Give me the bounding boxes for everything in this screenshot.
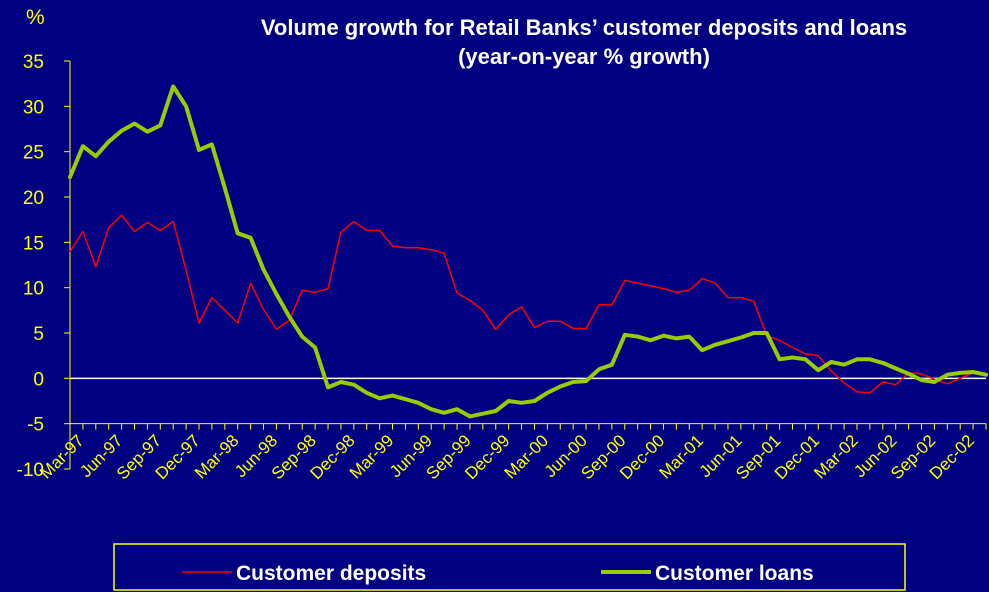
legend-box (113, 543, 906, 591)
chart-subtitle: (year-on-year % growth) (458, 44, 710, 69)
series-line-customer-loans (68, 84, 988, 419)
y-unit-label: % (26, 6, 45, 29)
x-axis-minor-ticks (69, 423, 987, 430)
y-tick-label: 15 (23, 233, 44, 254)
y-tick-label: 30 (23, 97, 44, 118)
y-axis-ticks: 35 30 25 20 15 10 5 0 -5 -10 (17, 52, 70, 481)
y-tick-label: 25 (23, 143, 44, 164)
legend-label-customer-loans: Customer loans (655, 562, 814, 585)
y-tick-label: 20 (23, 188, 44, 209)
series-layer (68, 84, 988, 419)
series-line-customer-deposits (69, 214, 987, 394)
chart-title: Volume growth for Retail Banks’ customer… (261, 15, 907, 40)
y-tick-label: 10 (23, 279, 44, 300)
y-tick-label: -10 (17, 460, 44, 481)
y-tick-label: 5 (33, 324, 44, 345)
legend-label-customer-deposits: Customer deposits (236, 562, 426, 585)
y-tick-label: 35 (23, 52, 44, 73)
y-tick-label: -5 (27, 415, 44, 436)
y-tick-label: 0 (33, 369, 44, 390)
